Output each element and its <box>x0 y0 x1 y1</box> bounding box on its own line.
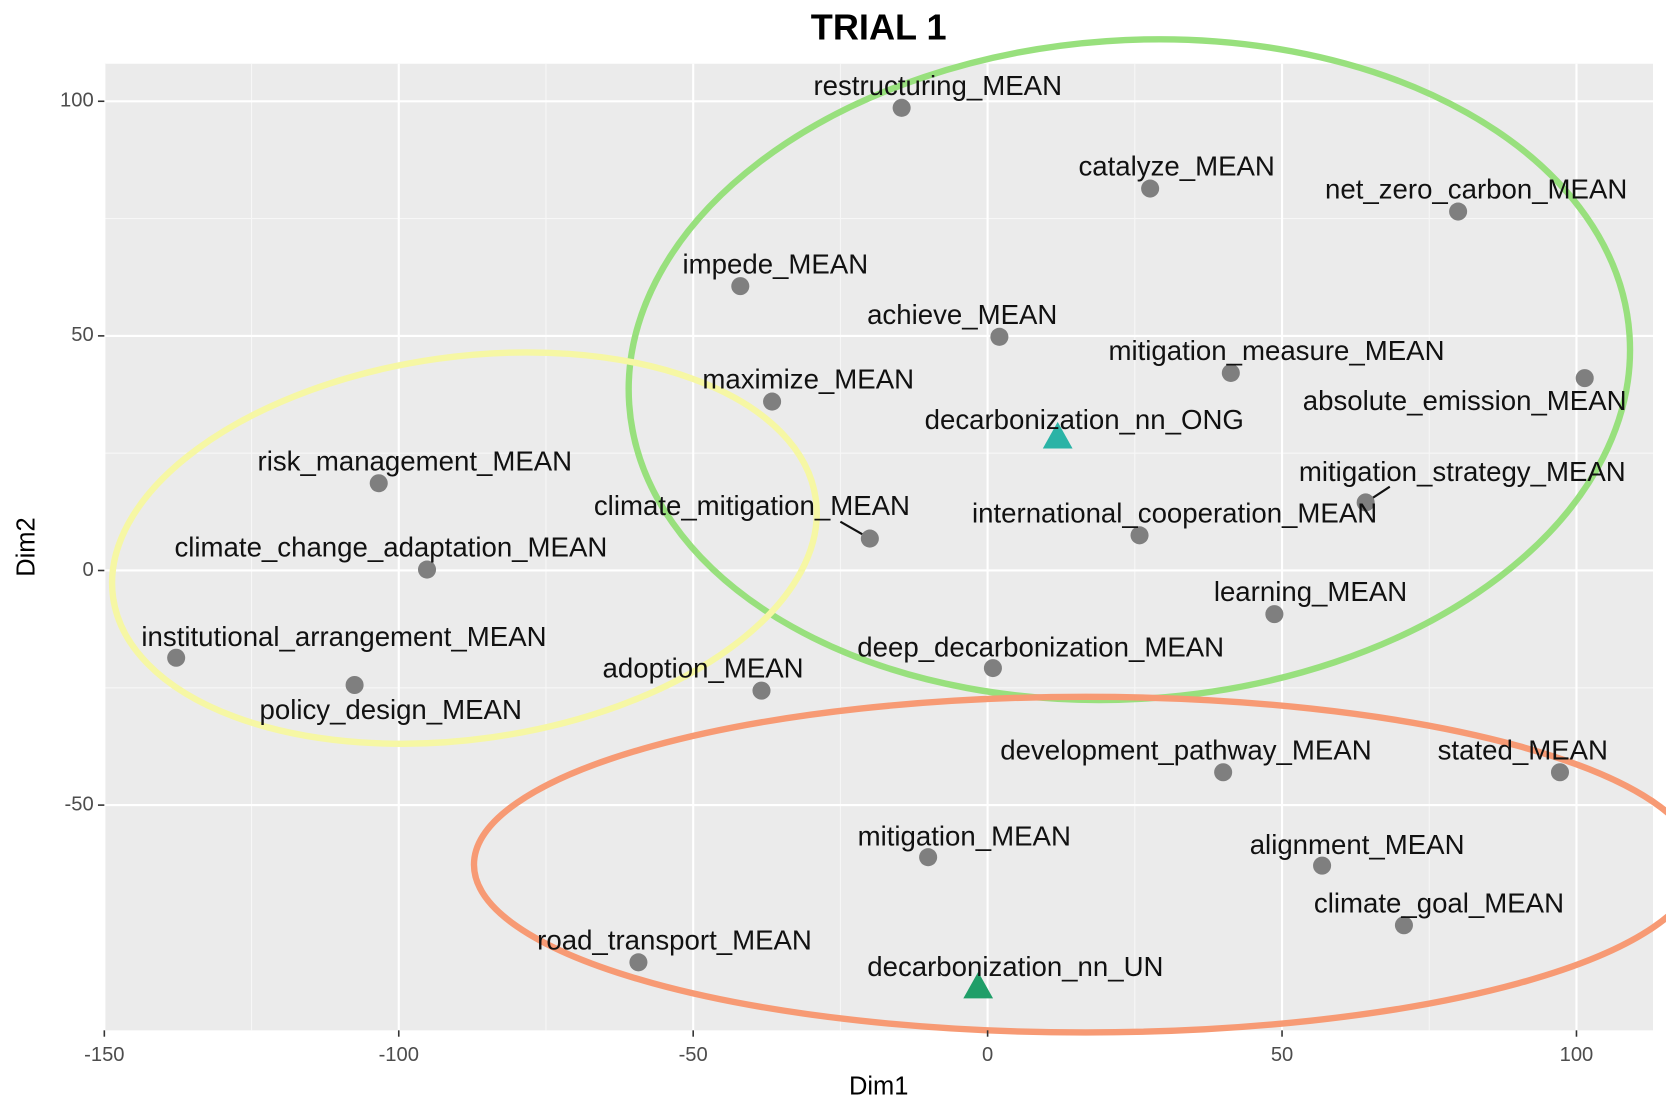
point <box>167 648 186 667</box>
cluster-ellipse <box>108 349 820 747</box>
point <box>983 659 1002 678</box>
point <box>1313 856 1332 875</box>
cluster-ellipse <box>470 693 1666 1036</box>
point-label: absolute_emission_MEAN <box>1303 385 1627 416</box>
point <box>752 681 771 700</box>
x-tick-label: -150 <box>84 1044 124 1066</box>
x-tick-label: 50 <box>1271 1044 1293 1066</box>
point-label: policy_design_MEAN <box>259 694 521 725</box>
point-label: learning_MEAN <box>1214 576 1407 607</box>
y-tick-label: 0 <box>82 559 93 581</box>
point <box>345 675 364 695</box>
point-label: decarbonization_nn_UN <box>867 951 1163 982</box>
point <box>1042 421 1073 449</box>
x-tick-label: 100 <box>1560 1044 1594 1066</box>
x-tick-label: -100 <box>379 1044 419 1066</box>
y-axis-label: Dim2 <box>13 517 41 576</box>
point <box>1575 369 1594 388</box>
point-label: risk_management_MEAN <box>258 445 573 476</box>
point-label: mitigation_strategy_MEAN <box>1299 456 1626 487</box>
y-tick-label: 100 <box>60 90 94 112</box>
y-tick-label: 50 <box>71 324 93 346</box>
point-label: decarbonization_nn_ONG <box>925 404 1244 435</box>
point <box>1130 526 1149 545</box>
point-label: road_transport_MEAN <box>537 924 812 955</box>
point <box>963 971 994 999</box>
point-label: alignment_MEAN <box>1250 829 1465 860</box>
point <box>731 277 750 296</box>
point-label: international_cooperation_MEAN <box>972 497 1377 528</box>
point <box>1265 605 1284 624</box>
point-label: mitigation_measure_MEAN <box>1108 335 1444 366</box>
point <box>1141 179 1160 198</box>
x-tick-label: -50 <box>679 1044 708 1066</box>
point <box>919 848 938 867</box>
point <box>417 560 437 579</box>
point-label: climate_change_adaptation_MEAN <box>174 532 607 563</box>
point-label: stated_MEAN <box>1438 734 1608 765</box>
point <box>892 98 911 117</box>
point <box>1550 763 1570 782</box>
point <box>860 529 879 548</box>
point-label: development_pathway_MEAN <box>1000 734 1371 765</box>
point <box>369 474 388 493</box>
point <box>990 327 1009 346</box>
point-label: net_zero_carbon_MEAN <box>1325 174 1627 205</box>
point <box>763 392 782 411</box>
x-tick-label: 0 <box>982 1044 993 1066</box>
point <box>1214 763 1233 782</box>
points <box>167 98 1594 999</box>
point-label: climate_goal_MEAN <box>1314 887 1564 918</box>
point-label: restructuring_MEAN <box>813 70 1062 101</box>
chart-title: TRIAL 1 <box>811 6 947 47</box>
x-axis-label: Dim1 <box>849 1072 908 1100</box>
point-label: climate_mitigation_MEAN <box>594 490 910 521</box>
point-label: deep_decarbonization_MEAN <box>857 631 1224 662</box>
point <box>1221 363 1240 382</box>
point-label: adoption_MEAN <box>603 653 804 684</box>
point <box>1394 916 1413 935</box>
y-tick-label: -50 <box>65 793 94 815</box>
point <box>629 953 648 972</box>
point <box>1449 202 1468 221</box>
point-label: catalyze_MEAN <box>1078 151 1274 182</box>
point-label: mitigation_MEAN <box>858 820 1071 851</box>
point-labels: restructuring_MEAN catalyze_MEAN net_zero_… <box>141 70 1627 982</box>
point-label: achieve_MEAN <box>867 299 1057 330</box>
panel <box>104 63 1654 1031</box>
point-label: impede_MEAN <box>683 248 869 279</box>
point-label: maximize_MEAN <box>702 364 914 395</box>
point <box>1356 493 1375 512</box>
point-label: institutional_arrangement_MEAN <box>141 621 546 652</box>
